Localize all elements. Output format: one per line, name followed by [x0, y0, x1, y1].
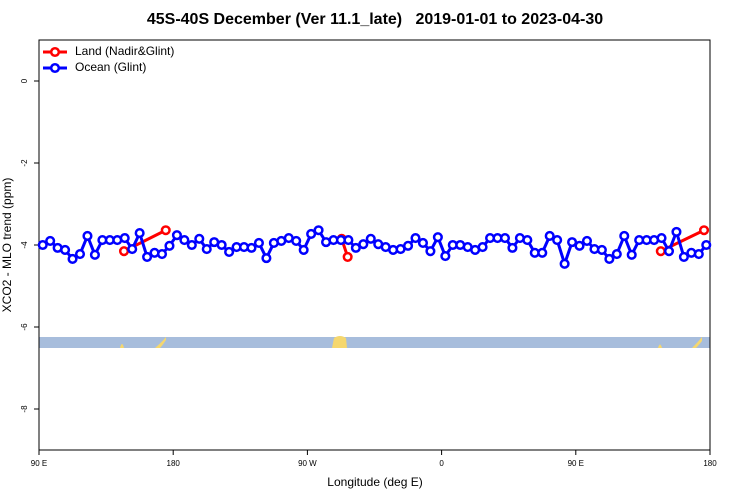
data-point — [246, 242, 257, 253]
data-point — [306, 228, 317, 239]
data-point — [67, 253, 78, 264]
data-point — [596, 244, 607, 255]
plot-area: 90 E 180 90 W 0 90 E 180 0 -2 -4 -6 -8 Land (Nadir&… — [20, 44, 717, 468]
data-point — [574, 240, 585, 251]
land-mask-strip — [39, 336, 710, 348]
x-tick-label: 90 W — [298, 459, 317, 468]
x-tick-label: 180 — [167, 459, 181, 468]
legend-marker — [49, 46, 61, 58]
data-point — [164, 240, 175, 251]
data-point — [604, 253, 615, 264]
data-point — [432, 232, 443, 243]
data-point — [224, 246, 235, 258]
legend-label: Ocean (Glint) — [75, 60, 146, 74]
y-axis-label: XCO2 - MLO trend (ppm) — [0, 178, 14, 313]
data-point — [358, 239, 369, 250]
y-tick-label: 0 — [20, 78, 29, 83]
x-tick-label: 90 E — [31, 459, 47, 468]
data-point — [160, 225, 171, 236]
data-point — [186, 239, 197, 251]
data-point — [663, 246, 675, 257]
data-point — [60, 244, 71, 255]
data-point — [194, 233, 205, 244]
data-point — [298, 244, 309, 255]
data-point — [313, 225, 324, 236]
data-point — [559, 258, 570, 269]
data-point — [701, 239, 712, 251]
data-point — [698, 225, 710, 236]
data-point — [403, 240, 414, 251]
data-point — [37, 239, 48, 251]
legend-marker — [49, 62, 61, 74]
data-point — [611, 248, 622, 260]
data-point — [552, 235, 563, 246]
y-tick-label: -8 — [20, 405, 29, 413]
data-point — [425, 246, 436, 257]
data-point — [507, 242, 518, 253]
data-point — [417, 237, 429, 248]
data-point — [343, 235, 354, 246]
data-point — [693, 248, 704, 260]
data-point — [119, 232, 130, 244]
data-point — [156, 248, 168, 260]
data-point — [567, 237, 578, 248]
y-tick-label: -2 — [20, 159, 29, 167]
data-point — [678, 251, 689, 262]
data-point — [253, 237, 264, 248]
data-point — [74, 248, 86, 260]
data-point — [626, 249, 637, 260]
data-point — [410, 232, 421, 244]
data-point — [619, 230, 630, 242]
chart-title: 45S-40S December (Ver 11.1_late) 2019-01… — [147, 11, 603, 28]
data-point — [440, 251, 451, 262]
data-point — [127, 244, 138, 255]
y-tick-label: -6 — [20, 323, 29, 331]
data-point — [656, 232, 667, 244]
data-point — [477, 242, 488, 253]
data-point — [499, 232, 511, 244]
data-point — [82, 230, 93, 242]
data-point — [179, 235, 190, 246]
data-point — [45, 235, 56, 246]
x-tick-label: 90 E — [568, 459, 584, 468]
data-point — [365, 233, 376, 244]
data-point — [89, 249, 100, 260]
data-point — [655, 246, 666, 257]
data-point — [350, 242, 361, 253]
data-point — [171, 230, 182, 241]
legend-label: Land (Nadir&Glint) — [75, 44, 174, 58]
data-point — [216, 239, 227, 251]
data-point — [261, 253, 272, 264]
data-point — [134, 228, 145, 239]
data-point — [544, 230, 555, 242]
x-tick-label: 180 — [703, 459, 717, 468]
x-tick-label: 0 — [439, 459, 444, 468]
data-point — [671, 226, 682, 237]
y-tick-label: -4 — [20, 241, 29, 249]
x-axis-label: Longitude (deg E) — [327, 475, 422, 489]
data-point — [291, 235, 302, 246]
data-point — [581, 235, 593, 246]
data-point — [522, 235, 533, 246]
data-point — [537, 247, 548, 258]
data-point — [342, 251, 353, 262]
data-point — [118, 246, 130, 257]
data-point — [142, 251, 153, 262]
data-point — [201, 244, 212, 255]
